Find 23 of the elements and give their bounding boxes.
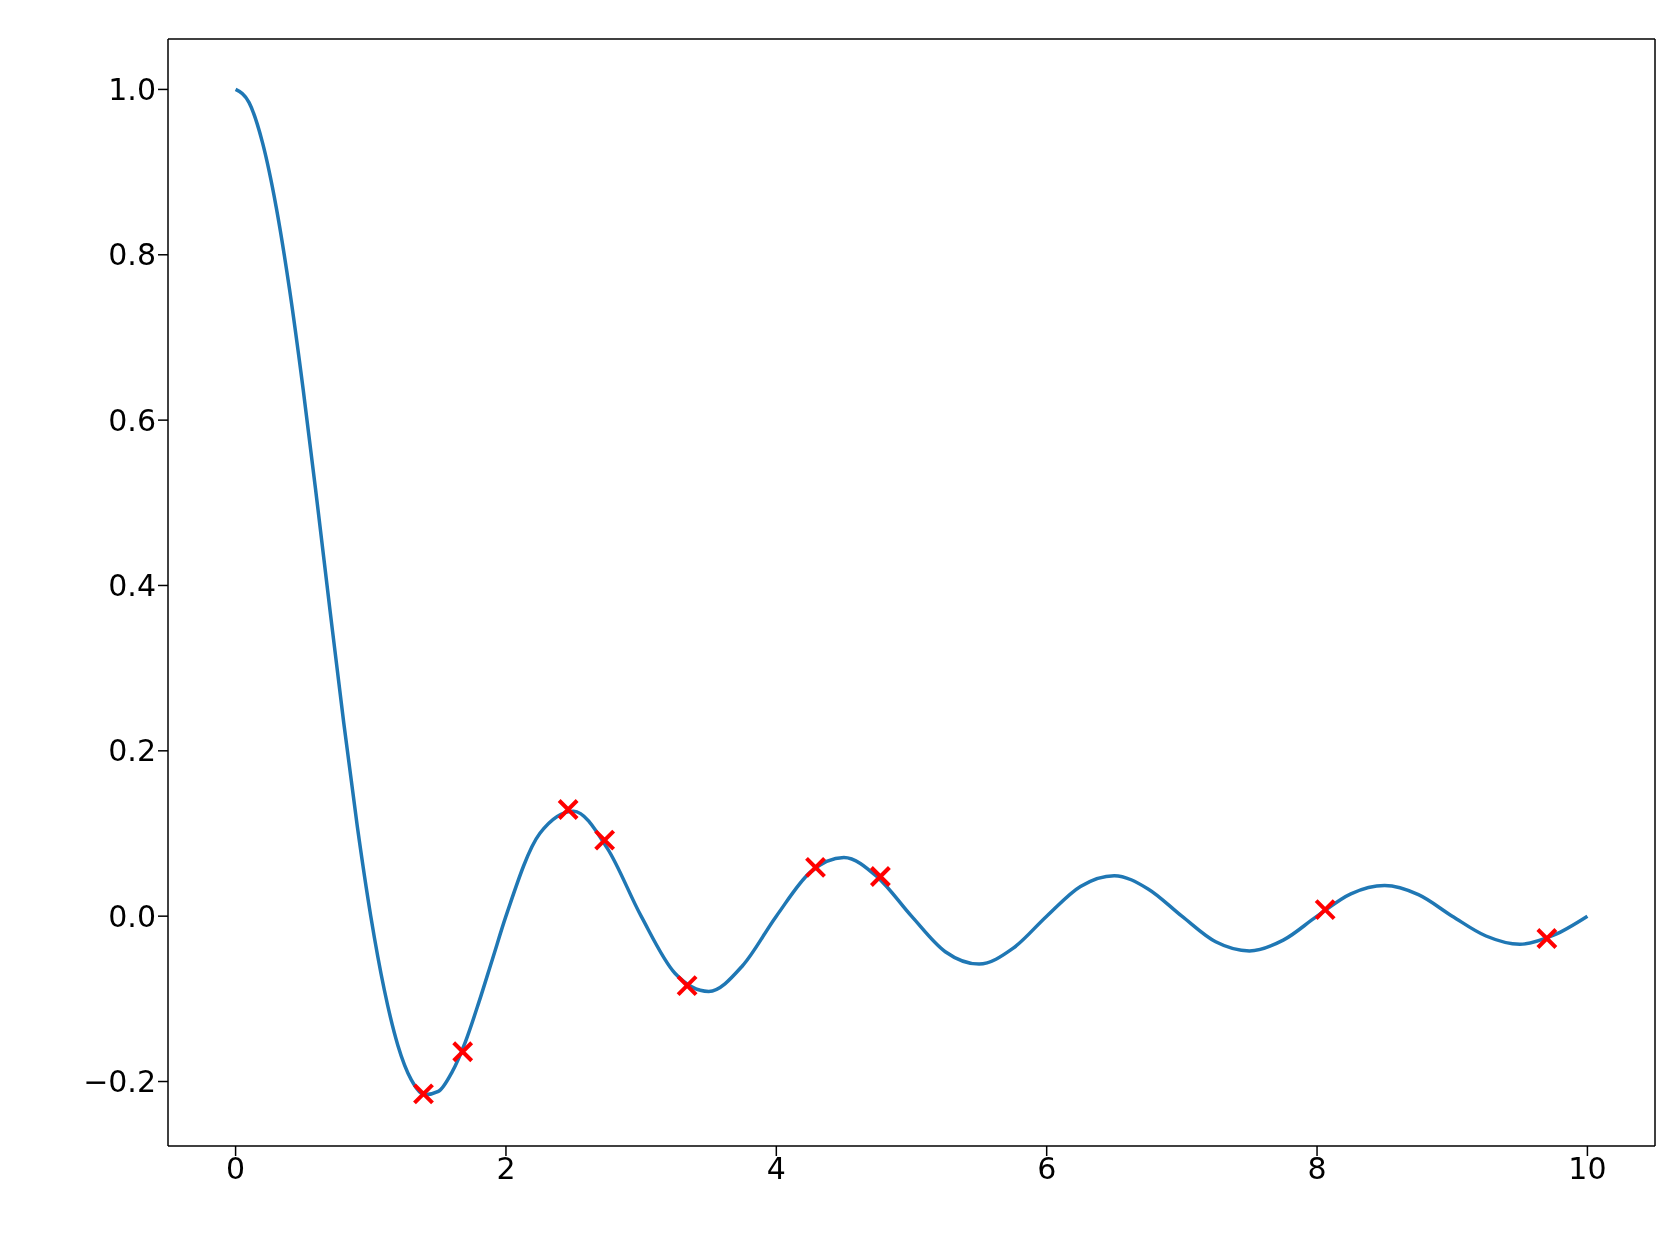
y-tick-label: 0.2 xyxy=(108,733,156,769)
y-tick-label: 0.8 xyxy=(108,237,156,273)
point xyxy=(869,865,892,888)
point xyxy=(451,1040,474,1063)
y-tick-label: 0.0 xyxy=(108,898,156,934)
point xyxy=(676,974,699,997)
line-series xyxy=(233,87,1590,1097)
point xyxy=(557,798,580,821)
y-tick-label: 1.0 xyxy=(108,72,156,108)
x-tick-label: 10 xyxy=(1568,1151,1607,1187)
x-tick-label: 8 xyxy=(1307,1151,1327,1187)
point xyxy=(1535,927,1558,950)
x-tick-label: 4 xyxy=(766,1151,786,1187)
point xyxy=(412,1082,435,1105)
y-tick-label: 0.4 xyxy=(108,568,156,604)
x-tick-label: 2 xyxy=(496,1151,516,1187)
y-tick-label: 0.6 xyxy=(108,402,156,438)
y-tick-label: −0.2 xyxy=(83,1064,156,1100)
point xyxy=(1314,898,1337,921)
point xyxy=(804,856,827,879)
x-tick-label: 0 xyxy=(226,1151,246,1187)
point xyxy=(593,829,616,852)
x-tick-label: 6 xyxy=(1037,1151,1057,1187)
